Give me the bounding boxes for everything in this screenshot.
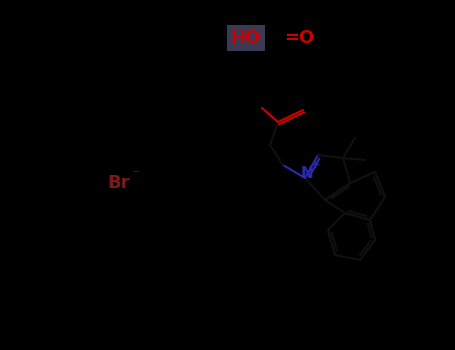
Text: ⁻: ⁻	[132, 168, 140, 182]
Text: N: N	[301, 166, 313, 181]
Text: HO: HO	[231, 29, 261, 47]
Text: =O: =O	[284, 29, 314, 47]
Text: +: +	[311, 160, 321, 170]
Text: Br: Br	[108, 174, 130, 192]
